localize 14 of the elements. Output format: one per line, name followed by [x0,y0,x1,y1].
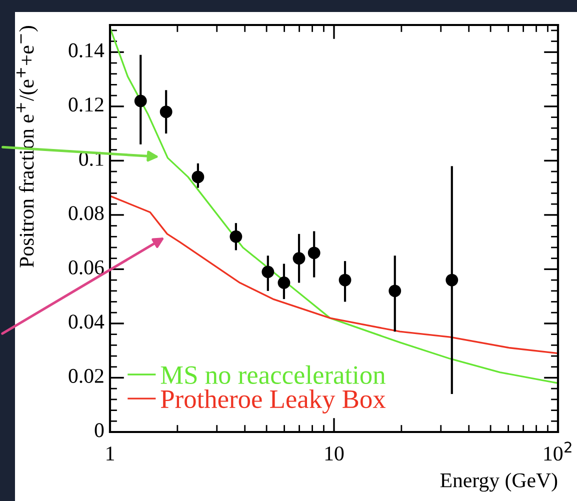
y-tick-label: 0.06 [68,260,104,275]
y-axis-title: Positron fraction e$^{+}$/(e$^{+}$+e$^{−}$) [16,26,38,268]
y-tick-label: 0.02 [68,368,104,384]
y-tick-label: 0.12 [68,98,104,112]
x-tick-label: 10 [325,446,344,461]
legend-label: MS no reacceleration [160,365,386,384]
y-tick-label: 0 [94,423,104,438]
x-tick-label: 10$^{2}$ [544,442,572,461]
x-tick-label: 1 [106,446,114,460]
y-tick-label: 0.08 [68,206,104,220]
x-axis-title: Energy (GeV) [440,472,558,492]
y-tick-label: 0.04 [68,314,104,329]
y-tick-label: 0.14 [68,43,104,58]
legend-label: Protheroe Leaky Box [160,390,386,414]
